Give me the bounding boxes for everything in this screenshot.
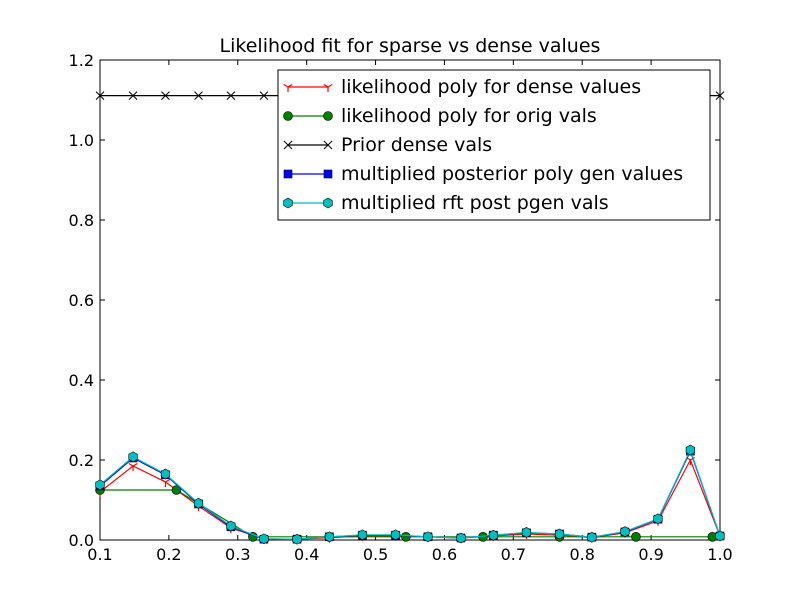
data-point bbox=[401, 531, 411, 542]
data-point bbox=[160, 478, 171, 487]
series-4 bbox=[95, 444, 725, 545]
data-point bbox=[259, 91, 269, 100]
legend-label: likelihood poly for dense values bbox=[341, 76, 641, 98]
legend-box bbox=[277, 69, 711, 221]
x-axis: 0.1 0.2 0.3 0.4 0.5 0.6 0.7 0.8 0.9 1.0 bbox=[87, 60, 733, 564]
legend-entry: likelihood poly for dense values bbox=[283, 76, 641, 98]
data-point bbox=[226, 91, 236, 100]
y-tick-label: 0.2 bbox=[69, 451, 94, 470]
data-point bbox=[95, 91, 105, 100]
series-line bbox=[99, 448, 721, 540]
legend-entry: multiplied rft post pgen vals bbox=[283, 192, 609, 214]
data-point bbox=[423, 531, 433, 543]
data-point bbox=[161, 91, 170, 100]
data-point bbox=[95, 479, 105, 491]
data-point bbox=[715, 530, 725, 542]
data-point bbox=[488, 529, 498, 541]
y-tick-label: 1.0 bbox=[69, 131, 94, 150]
y-tick-label: 1.2 bbox=[69, 51, 94, 70]
chart-title: Likelihood fit for sparse vs dense value… bbox=[220, 35, 601, 57]
legend-label: multiplied posterior poly gen values bbox=[341, 163, 683, 185]
data-point bbox=[283, 111, 293, 121]
data-point bbox=[194, 91, 203, 100]
legend-label: multiplied rft post pgen vals bbox=[341, 192, 609, 214]
x-tick-label: 0.1 bbox=[87, 545, 112, 564]
legend-entry: multiplied posterior poly gen values bbox=[283, 163, 683, 185]
y-axis: 0.0 0.2 0.4 0.6 0.8 1.0 1.2 bbox=[69, 51, 720, 550]
data-point bbox=[521, 527, 532, 538]
data-point bbox=[128, 91, 138, 100]
data-point bbox=[193, 497, 204, 509]
y-tick-label: 0.8 bbox=[69, 211, 94, 230]
y-tick-label: 0.4 bbox=[69, 371, 94, 390]
data-point bbox=[128, 451, 138, 463]
legend-entry: Prior dense vals bbox=[283, 134, 492, 156]
x-tick-label: 1.0 bbox=[707, 545, 732, 564]
legend-entry: likelihood poly for orig vals bbox=[283, 105, 597, 127]
data-point bbox=[631, 531, 641, 542]
legend-label: likelihood poly for orig vals bbox=[341, 105, 597, 127]
data-point bbox=[323, 140, 333, 150]
x-tick-label: 0.9 bbox=[638, 545, 663, 564]
data-point bbox=[653, 513, 663, 525]
data-point bbox=[323, 197, 333, 209]
data-point bbox=[283, 197, 293, 209]
data-point bbox=[357, 529, 368, 541]
data-point bbox=[324, 531, 335, 543]
data-point bbox=[456, 532, 466, 544]
x-tick-label: 0.2 bbox=[156, 545, 181, 564]
data-point bbox=[554, 528, 565, 540]
data-point bbox=[620, 526, 630, 537]
y-tick-label: 0.0 bbox=[69, 531, 94, 550]
data-point bbox=[587, 531, 597, 543]
data-point bbox=[323, 111, 333, 121]
data-point bbox=[128, 462, 138, 471]
data-point bbox=[390, 529, 401, 541]
x-tick-label: 0.4 bbox=[294, 545, 319, 564]
x-tick-label: 0.3 bbox=[225, 545, 250, 564]
x-tick-label: 0.7 bbox=[501, 545, 526, 564]
data-point bbox=[323, 169, 333, 179]
data-point bbox=[171, 485, 182, 495]
data-point bbox=[226, 520, 236, 532]
data-point bbox=[160, 468, 171, 480]
y-tick-label: 0.6 bbox=[69, 291, 94, 310]
data-point bbox=[283, 169, 293, 179]
data-point bbox=[715, 91, 725, 100]
data-point bbox=[292, 533, 302, 545]
x-tick-label: 0.8 bbox=[569, 545, 594, 564]
legend-label: Prior dense vals bbox=[341, 134, 492, 156]
data-point bbox=[323, 83, 333, 92]
data-point bbox=[259, 533, 269, 545]
data-point bbox=[685, 444, 696, 456]
x-tick-label: 0.6 bbox=[432, 545, 457, 564]
legend: likelihood poly for dense values likeliho… bbox=[277, 69, 711, 221]
data-point bbox=[283, 140, 293, 150]
data-point bbox=[283, 83, 293, 92]
x-tick-label: 0.5 bbox=[363, 545, 388, 564]
